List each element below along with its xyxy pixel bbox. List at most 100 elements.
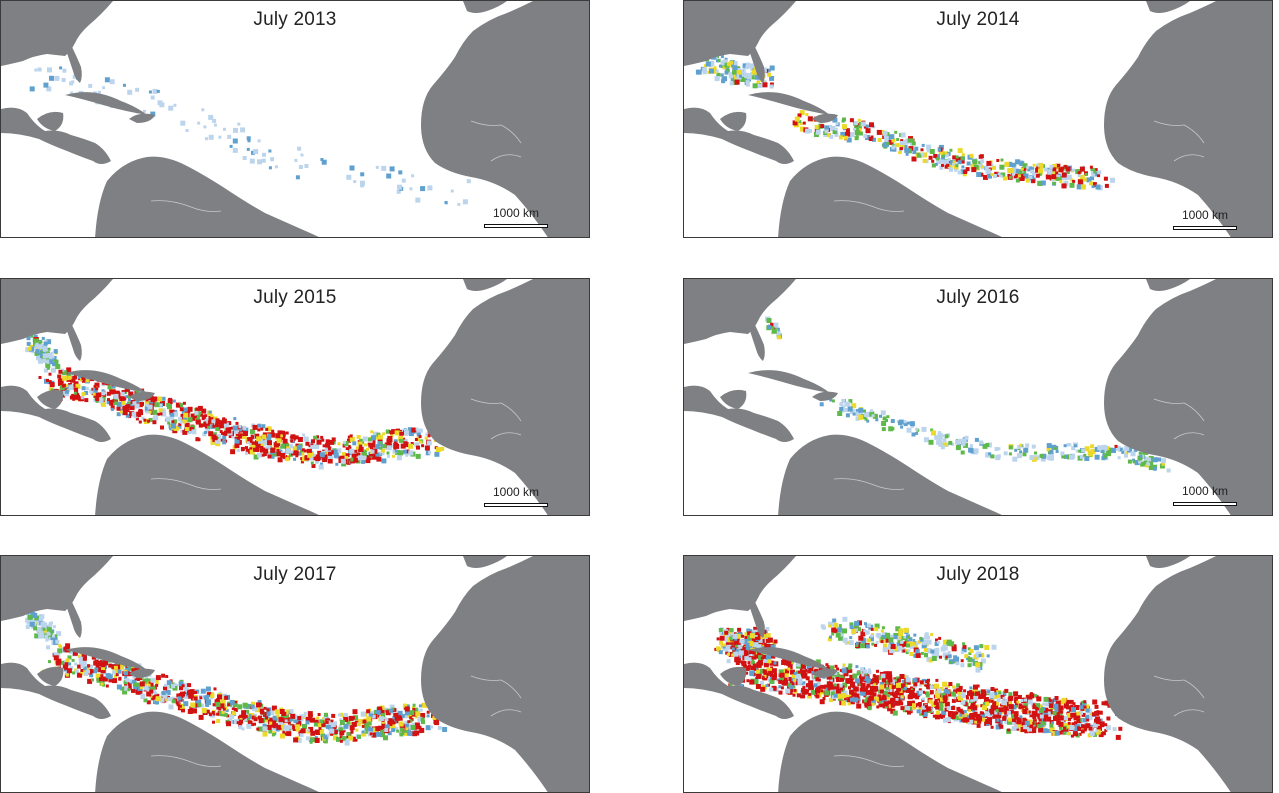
sargassum-pixel: [42, 351, 46, 355]
sargassum-pixel: [751, 650, 756, 655]
sargassum-pixel: [908, 637, 913, 642]
sargassum-pixel: [952, 160, 956, 164]
sargassum-pixel: [836, 667, 840, 671]
sargassum-pixel: [991, 691, 995, 695]
sargassum-pixel: [165, 416, 171, 422]
scale-bar: 1000 km: [484, 485, 548, 507]
sargassum-pixel: [949, 660, 953, 664]
sargassum-pixel: [973, 684, 978, 690]
sargassum-pixel: [394, 443, 400, 449]
sargassum-pixel: [740, 639, 745, 644]
sargassum-pixel: [129, 411, 135, 417]
sargassum-pixel: [1130, 451, 1136, 457]
sargassum-pixel: [317, 713, 321, 716]
sargassum-pixel: [231, 435, 235, 439]
sargassum-pixel: [732, 70, 737, 76]
sargassum-pixel: [333, 452, 339, 458]
sargassum-pixel: [66, 372, 70, 376]
sargassum-pixel: [239, 719, 243, 724]
hispaniola-island: [812, 668, 838, 678]
sargassum-pixel: [230, 426, 234, 430]
sargassum-pixel: [279, 733, 285, 739]
sargassum-pixel: [416, 432, 421, 437]
sargassum-pixel: [200, 703, 205, 708]
sargassum-pixel: [75, 394, 80, 400]
sargassum-pixel: [986, 699, 991, 704]
sargassum-pixel: [333, 730, 338, 735]
sargassum-pixel: [1091, 185, 1095, 189]
sargassum-pixel: [77, 672, 83, 678]
sargassum-pixel: [271, 451, 277, 457]
sargassum-pixel: [180, 429, 184, 433]
sargassum-pixel: [391, 728, 396, 733]
sargassum-pixel: [883, 135, 889, 141]
sargassum-pixel: [733, 651, 739, 657]
sargassum-pixel: [1089, 711, 1094, 716]
sargassum-pixel: [1007, 162, 1013, 167]
sargassum-pixel: [261, 424, 266, 429]
sargassum-pixel: [1094, 446, 1100, 452]
sargassum-pixel: [1061, 183, 1067, 189]
sargassum-pixel: [201, 417, 205, 421]
sargassum-pixel: [919, 636, 923, 640]
sargassum-pixel: [1042, 728, 1048, 734]
sargassum-pixel: [415, 197, 421, 203]
sargassum-pixel: [955, 162, 959, 166]
sargassum-pixel: [971, 704, 975, 708]
sargassum-pixel: [747, 661, 751, 664]
sargassum-pixel: [172, 399, 176, 403]
sargassum-pixel: [306, 448, 312, 454]
sargassum-pixel: [869, 691, 874, 696]
sargassum-pixel: [736, 70, 742, 76]
sargassum-pixel: [918, 640, 922, 644]
river-line: [470, 398, 522, 422]
sargassum-pixel: [934, 714, 940, 720]
sargassum-pixel: [940, 692, 946, 698]
sargassum-pixel: [834, 127, 838, 131]
sargassum-pixel: [938, 149, 944, 155]
sargassum-pixel: [308, 714, 313, 719]
sargassum-pixel: [1004, 712, 1009, 717]
sargassum-pixel: [65, 384, 71, 390]
sargassum-pixel: [143, 685, 149, 691]
sargassum-pixel: [36, 355, 41, 361]
sargassum-pixel: [322, 458, 326, 462]
sargassum-pixel: [1069, 454, 1074, 460]
sargassum-pixel: [845, 413, 850, 418]
sargassum-pixel: [39, 615, 42, 619]
sargassum-pixel: [128, 669, 133, 674]
sargassum-pixel: [316, 716, 320, 720]
yucatan-peninsula: [37, 389, 64, 409]
sargassum-pixel: [846, 403, 850, 407]
sargassum-pixel: [276, 451, 282, 457]
sargassum-pixel: [1101, 701, 1106, 706]
sargassum-pixel: [922, 697, 925, 701]
sargassum-pixel: [766, 667, 772, 673]
sargassum-pixel: [222, 435, 227, 440]
sargassum-pixel: [347, 435, 351, 439]
sargassum-pixel: [963, 442, 968, 448]
sargassum-pixel: [275, 433, 281, 439]
sargassum-pixel: [393, 443, 397, 447]
sargassum-pixel: [773, 639, 778, 644]
sargassum-pixel: [247, 720, 252, 725]
sargassum-pixel: [178, 704, 182, 708]
sargassum-pixel: [753, 626, 758, 631]
sargassum-pixel: [1115, 445, 1121, 451]
sargassum-pixel: [788, 685, 793, 690]
sargassum-pixel: [903, 686, 907, 690]
sargassum-pixel: [1054, 730, 1060, 736]
sargassum-pixel: [157, 396, 163, 402]
sargassum-pixel: [1073, 444, 1077, 448]
sargassum-pixel: [155, 696, 161, 702]
sargassum-pixel: [179, 686, 183, 691]
sargassum-pixel: [132, 401, 137, 406]
sargassum-pixel: [205, 428, 211, 434]
sargassum-pixel: [998, 707, 1002, 712]
sargassum-pixel: [1084, 456, 1090, 461]
sargassum-pixel: [869, 122, 874, 128]
sargassum-pixel: [285, 448, 291, 454]
sargassum-pixel: [376, 456, 382, 462]
sargassum-pixel: [877, 633, 882, 638]
sargassum-pixel: [846, 678, 852, 684]
